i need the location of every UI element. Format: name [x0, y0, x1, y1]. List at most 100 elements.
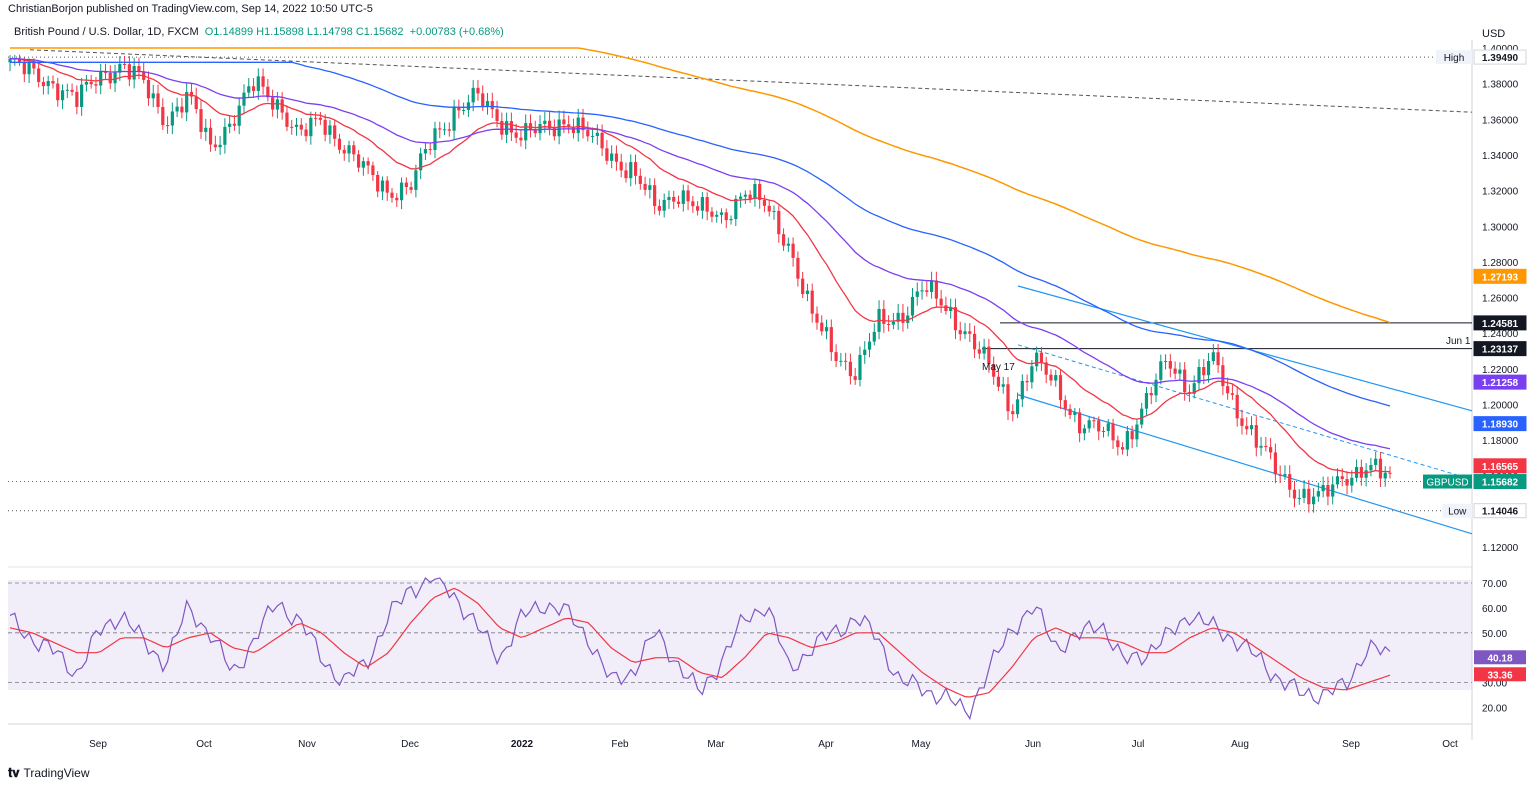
- candle[interactable]: [576, 117, 580, 134]
- candle[interactable]: [452, 106, 456, 131]
- candle[interactable]: [844, 360, 848, 362]
- candle[interactable]: [758, 184, 762, 200]
- candle[interactable]: [524, 123, 528, 141]
- candle[interactable]: [1101, 431, 1106, 433]
- candle[interactable]: [977, 349, 981, 354]
- candle[interactable]: [891, 321, 895, 325]
- candle[interactable]: [1149, 393, 1153, 396]
- candle[interactable]: [1120, 447, 1125, 450]
- candle[interactable]: [41, 82, 46, 87]
- rsi-ma-line[interactable]: [9, 587, 1391, 698]
- candle[interactable]: [762, 199, 767, 206]
- candle[interactable]: [710, 211, 714, 217]
- candle[interactable]: [590, 135, 595, 137]
- candle[interactable]: [1378, 458, 1383, 479]
- candle[interactable]: [1054, 375, 1058, 381]
- candle[interactable]: [820, 322, 824, 332]
- candle[interactable]: [485, 101, 490, 107]
- candle[interactable]: [462, 109, 466, 111]
- candle[interactable]: [915, 291, 919, 297]
- candle[interactable]: [676, 201, 681, 204]
- candle[interactable]: [46, 81, 50, 87]
- candle[interactable]: [1049, 374, 1053, 381]
- candle[interactable]: [481, 93, 485, 107]
- candle[interactable]: [1154, 379, 1158, 396]
- candle[interactable]: [853, 376, 857, 380]
- candle[interactable]: [987, 346, 991, 365]
- candle[interactable]: [1087, 420, 1091, 429]
- candle[interactable]: [409, 187, 413, 190]
- candle[interactable]: [37, 68, 41, 83]
- candle[interactable]: [586, 130, 590, 137]
- candle[interactable]: [729, 219, 733, 221]
- candle[interactable]: [1321, 484, 1325, 492]
- candle[interactable]: [1264, 445, 1268, 448]
- candle[interactable]: [285, 112, 289, 127]
- candle[interactable]: [438, 128, 442, 130]
- candle[interactable]: [113, 72, 117, 84]
- candle[interactable]: [204, 127, 208, 132]
- candle[interactable]: [118, 64, 122, 73]
- candle[interactable]: [872, 331, 876, 342]
- candle[interactable]: [433, 128, 437, 150]
- candle[interactable]: [972, 333, 977, 350]
- candle[interactable]: [1092, 420, 1096, 422]
- candle[interactable]: [1116, 440, 1120, 448]
- candle[interactable]: [968, 331, 972, 334]
- candle[interactable]: [56, 83, 60, 101]
- candle[interactable]: [996, 376, 1001, 387]
- candle[interactable]: [581, 117, 585, 131]
- candle[interactable]: [304, 129, 308, 137]
- candle[interactable]: [648, 185, 652, 190]
- candle[interactable]: [299, 124, 303, 130]
- candle[interactable]: [17, 58, 22, 62]
- candle[interactable]: [753, 184, 757, 199]
- channel-mid-line[interactable]: [1017, 344, 1473, 480]
- candle[interactable]: [1020, 380, 1024, 400]
- candle[interactable]: [333, 125, 337, 139]
- candle[interactable]: [180, 106, 184, 113]
- candle[interactable]: [318, 117, 322, 120]
- candle[interactable]: [1288, 474, 1292, 490]
- candle[interactable]: [1168, 361, 1172, 369]
- candle[interactable]: [1063, 400, 1067, 409]
- candle[interactable]: [1073, 412, 1077, 415]
- candle[interactable]: [185, 91, 189, 113]
- candle[interactable]: [1216, 352, 1220, 366]
- candle[interactable]: [170, 111, 174, 126]
- candle[interactable]: [1245, 425, 1249, 430]
- candle[interactable]: [958, 330, 962, 335]
- candle[interactable]: [925, 290, 929, 292]
- candle[interactable]: [1240, 418, 1244, 426]
- symbol-name[interactable]: British Pound / U.S. Dollar, 1D, FXCM: [14, 26, 199, 38]
- rsi-line[interactable]: [9, 577, 1391, 721]
- candle[interactable]: [1273, 452, 1277, 475]
- candle[interactable]: [442, 129, 447, 131]
- candle[interactable]: [1326, 484, 1330, 497]
- candle[interactable]: [887, 323, 891, 325]
- candle[interactable]: [1178, 369, 1182, 374]
- candle[interactable]: [1331, 484, 1335, 497]
- candle[interactable]: [1383, 472, 1387, 479]
- candle[interactable]: [495, 109, 499, 121]
- candle[interactable]: [1302, 488, 1306, 498]
- candle[interactable]: [505, 121, 509, 135]
- candle[interactable]: [1082, 428, 1086, 434]
- candle[interactable]: [1211, 352, 1215, 362]
- candle[interactable]: [84, 81, 89, 85]
- candle[interactable]: [1106, 423, 1110, 432]
- candle[interactable]: [471, 87, 475, 103]
- candle[interactable]: [99, 71, 103, 86]
- candle[interactable]: [1254, 425, 1258, 448]
- candle[interactable]: [992, 364, 996, 377]
- candle[interactable]: [653, 185, 657, 207]
- candle[interactable]: [361, 161, 365, 168]
- candle[interactable]: [1030, 366, 1034, 383]
- candle[interactable]: [208, 127, 213, 145]
- candle[interactable]: [519, 137, 523, 141]
- candle[interactable]: [638, 175, 642, 184]
- candle[interactable]: [882, 308, 886, 324]
- candle[interactable]: [953, 307, 958, 331]
- candle[interactable]: [667, 196, 671, 201]
